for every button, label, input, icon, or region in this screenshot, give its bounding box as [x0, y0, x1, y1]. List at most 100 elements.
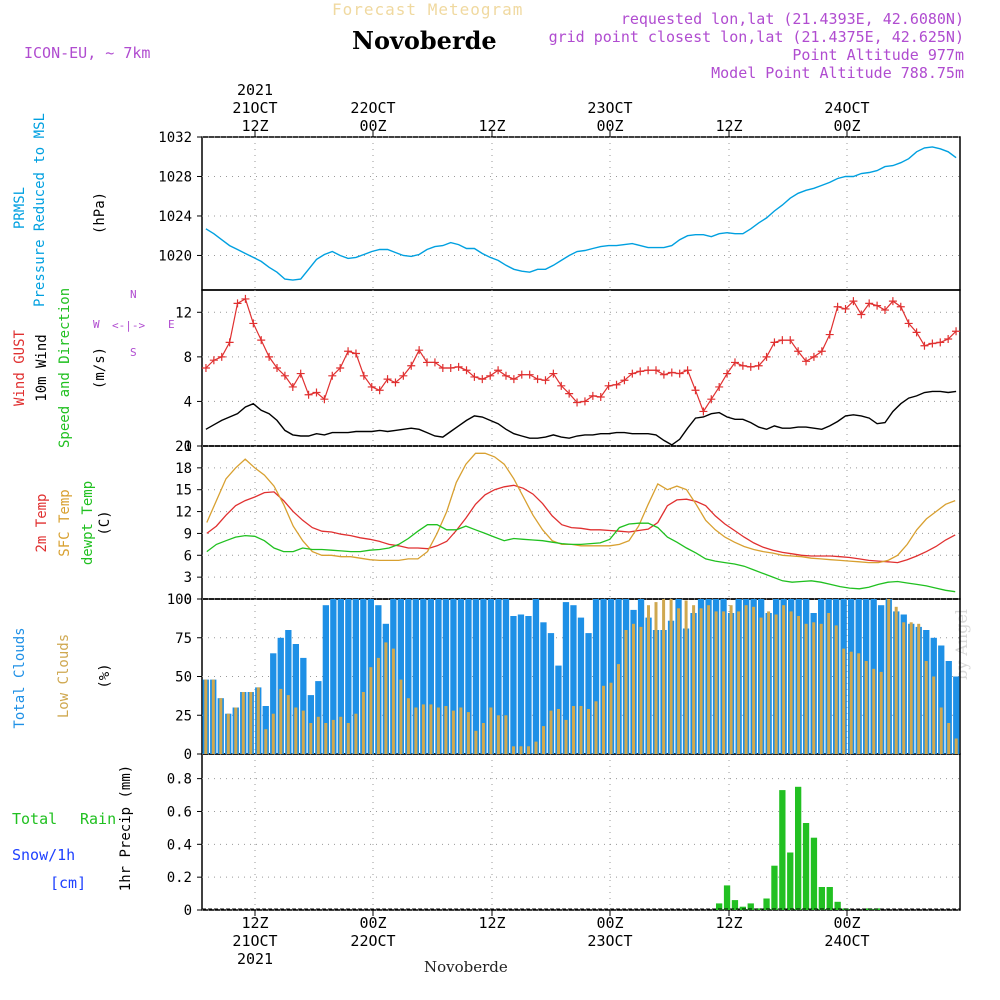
low-cloud-bar — [819, 623, 823, 754]
low-cloud-bar — [226, 713, 230, 754]
gust-marker — [209, 356, 218, 365]
gust-marker — [604, 381, 613, 390]
total-cloud-bar — [938, 645, 945, 754]
gust-marker — [525, 370, 534, 379]
compass-e: E — [168, 318, 175, 331]
gust-marker — [770, 338, 779, 347]
panel-frame — [201, 136, 961, 291]
compass-n: N — [130, 288, 137, 301]
y-tick-label: 12 — [175, 505, 192, 521]
low-cloud-bar — [744, 605, 748, 754]
low-cloud-bar — [617, 664, 620, 754]
gust-marker — [817, 347, 826, 356]
gust-marker — [802, 357, 811, 366]
low-cloud-bar — [662, 599, 666, 754]
footer-location: Novoberde — [424, 958, 508, 976]
low-cloud-bar — [692, 605, 696, 754]
gust-marker — [257, 336, 266, 345]
low-cloud-bar — [579, 706, 583, 754]
dewpt-line — [206, 522, 956, 593]
low-cloud-bar — [827, 613, 831, 754]
low-cloud-bar — [639, 626, 643, 754]
gust-marker — [849, 297, 858, 306]
gust-marker — [644, 366, 653, 375]
gust-marker — [786, 336, 795, 345]
low-cloud-bar — [894, 606, 898, 755]
gust-marker — [217, 352, 226, 361]
y-tick-label: 4 — [184, 394, 192, 410]
low-cloud-bar — [737, 611, 741, 754]
compass-arrows: <-|-> — [112, 319, 146, 332]
time-label-bottom: 00Z — [596, 914, 623, 932]
y-tick-label: 0 — [184, 592, 192, 608]
gust-marker — [383, 375, 392, 384]
low-cloud-bar — [849, 651, 853, 754]
low-cloud-bar — [947, 723, 951, 754]
low-cloud-bar — [932, 676, 936, 754]
gust-marker — [454, 362, 463, 371]
low-cloud-bar — [872, 668, 876, 755]
low-cloud-bar — [496, 715, 500, 755]
y-tick-label: 1020 — [158, 248, 192, 264]
grid-point-coords: grid point closest lon,lat (21.4375E, 42… — [548, 28, 964, 46]
rain-bar — [755, 908, 762, 910]
low-cloud-bar — [481, 723, 485, 754]
low-cloud-bar — [436, 707, 440, 754]
low-cloud-bar — [609, 682, 613, 754]
gust-marker — [865, 299, 874, 308]
rain-bar — [826, 887, 833, 910]
low-cloud-bar — [647, 605, 650, 754]
total-cloud-bar — [300, 657, 307, 754]
total-cloud-bar — [450, 599, 457, 754]
gust-marker — [430, 358, 439, 367]
rain-bar — [747, 903, 754, 910]
gust-marker — [351, 349, 360, 358]
total-cloud-bar — [420, 599, 427, 754]
low-cloud-bar — [399, 679, 403, 754]
low-cloud-bar — [804, 623, 808, 754]
gust-marker — [336, 364, 345, 372]
y-tick-label: 0 — [184, 903, 192, 919]
low-cloud-bar — [917, 623, 921, 754]
low-cloud-bar — [684, 600, 688, 754]
gust-marker — [920, 341, 929, 350]
y-tick-label: 0.8 — [167, 772, 192, 788]
low-cloud-bar — [797, 616, 801, 754]
gust-marker — [573, 398, 582, 407]
low-cloud-bar — [466, 712, 470, 754]
y-tick-label: 0.2 — [167, 870, 192, 886]
gust-marker — [652, 366, 661, 375]
y-tick-label: 18 — [175, 461, 192, 477]
low-cloud-bar — [241, 692, 245, 754]
low-cloud-bar — [564, 719, 568, 754]
total-cloud-bar — [345, 599, 352, 754]
gust-marker — [936, 338, 945, 347]
gust-marker — [549, 369, 558, 378]
y-tick-label: 21 — [175, 439, 192, 455]
gust-marker — [415, 346, 424, 355]
gust-marker — [391, 378, 400, 387]
gust-marker — [841, 304, 850, 313]
rain-bar — [716, 903, 723, 910]
low-cloud-bar — [782, 605, 786, 754]
low-cloud-bar — [459, 707, 463, 754]
low-cloud-bar — [211, 679, 215, 754]
total-cloud-bar — [600, 599, 607, 754]
gust-marker — [296, 369, 305, 378]
low-cloud-bar — [587, 709, 590, 754]
gust-marker — [944, 335, 953, 344]
gust-marker — [478, 375, 487, 384]
total-cloud-bar — [270, 653, 277, 755]
time-label-bottom: 2021 — [237, 950, 273, 968]
gust-marker — [557, 381, 566, 390]
gust-marker — [809, 352, 818, 361]
total-cloud-bar — [953, 676, 960, 754]
gust-marker — [778, 336, 787, 345]
gust-marker — [699, 407, 708, 416]
low-cloud-bar — [354, 713, 358, 754]
gust-marker — [446, 364, 455, 372]
total-cloud-bar — [412, 599, 419, 754]
gust-marker — [612, 380, 621, 389]
rain-bar — [818, 887, 825, 910]
low-cloud-bar — [391, 648, 395, 754]
